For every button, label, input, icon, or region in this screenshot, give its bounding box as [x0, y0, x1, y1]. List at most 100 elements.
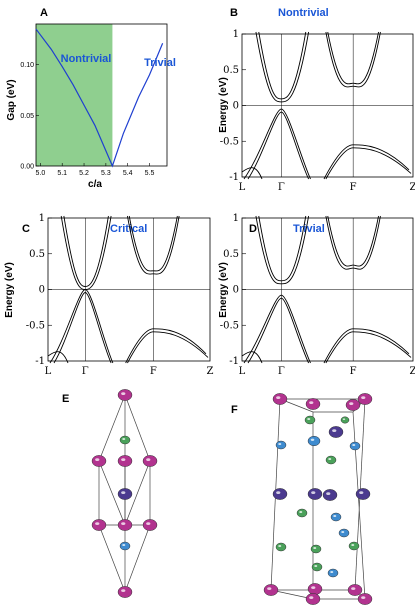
panel-a-ylabel: Gap (eV) [6, 79, 17, 120]
atom-highlight [276, 396, 281, 399]
atom-highlight [313, 547, 317, 549]
atom [307, 435, 321, 447]
y-tick-label: 0.10 [20, 62, 34, 69]
atom-highlight [121, 458, 126, 461]
bond [98, 460, 126, 526]
atom [142, 519, 158, 531]
x-tick-label: 5.2 [79, 170, 89, 177]
bond [98, 394, 126, 462]
atom-highlight [95, 522, 100, 525]
y-tick-label: -0.5 [220, 320, 239, 331]
x-tick-label: 5.3 [101, 170, 111, 177]
atom [345, 399, 361, 411]
atom [307, 583, 323, 595]
panel-f-label: F [231, 404, 238, 416]
atom-highlight [276, 491, 281, 494]
atom [117, 455, 133, 467]
atom [349, 441, 361, 451]
atom-highlight [351, 544, 355, 546]
x-tick-label: 5.0 [35, 170, 45, 177]
atom-highlight [361, 596, 366, 599]
atom [347, 584, 363, 596]
atom-highlight [121, 392, 126, 395]
y-tick-label: -0.5 [26, 320, 45, 331]
atom-highlight [122, 544, 126, 546]
atom [119, 541, 131, 551]
band-curve [53, 292, 112, 364]
atom-highlight [122, 438, 126, 440]
atom-highlight [278, 443, 282, 445]
atom-highlight [121, 589, 126, 592]
atom [91, 519, 107, 531]
y-tick-label: 0.5 [29, 249, 45, 260]
atom [304, 415, 316, 425]
atom-highlight [309, 401, 314, 404]
band-curve [247, 297, 310, 364]
band-curve [325, 331, 412, 364]
panel-c: C Critical Energy (eV) 1 0.5 0 -0.5 -1L Γ F Z [4, 213, 214, 377]
atom-highlight [314, 565, 318, 567]
band-curve [60, 215, 112, 290]
atom-highlight [309, 596, 314, 599]
band-curve [323, 328, 410, 364]
band-curve [323, 144, 410, 180]
band-curve [325, 31, 381, 88]
atom [330, 512, 342, 522]
atom [117, 389, 133, 401]
atom-highlight [349, 402, 354, 405]
atom [117, 488, 133, 500]
y-tick-label: 0 [233, 285, 239, 296]
band-curve [255, 215, 310, 285]
bond [124, 460, 151, 526]
y-tick-label: -0.5 [220, 136, 239, 147]
x-tick-label: 5.4 [123, 170, 133, 177]
panel-f: F [231, 393, 373, 605]
kpoint-label: Z [410, 182, 415, 193]
band-curve [255, 31, 310, 103]
atom-highlight [311, 586, 316, 589]
band-curve [241, 167, 263, 180]
atom [348, 541, 360, 551]
band-curve [327, 31, 379, 85]
atom [275, 542, 287, 552]
atom-highlight [299, 511, 303, 513]
atom [142, 455, 158, 467]
atom [263, 584, 279, 596]
y-tick-label: 0.00 [20, 164, 34, 171]
band-curve [47, 351, 69, 364]
kpoint-label: L [239, 366, 246, 377]
panel-b-label: B [230, 7, 238, 19]
atom-highlight [351, 587, 356, 590]
band-curve [243, 294, 311, 364]
kpoint-label: L [239, 182, 246, 193]
y-tick-label: -1 [229, 356, 239, 367]
atom [355, 488, 371, 500]
atom-highlight [278, 545, 282, 547]
atom-highlight [342, 418, 346, 421]
atom [322, 489, 338, 501]
kpoint-label: F [350, 366, 357, 377]
atom [296, 508, 308, 518]
atom [357, 593, 373, 605]
atom [311, 562, 323, 572]
atom-highlight [341, 531, 345, 533]
band-curve [241, 351, 263, 364]
panel-b-ylabel: Energy (eV) [218, 77, 229, 133]
trivial-region-label: Trivial [144, 57, 176, 69]
atom-highlight [310, 438, 315, 441]
atom-highlight [361, 396, 366, 399]
panel-d: D Trivial Energy (eV) 1 0.5 0 -0.5 -1L Γ F Z [218, 213, 415, 377]
atom [357, 393, 373, 405]
bond [124, 524, 151, 593]
y-tick-label: 0.5 [223, 65, 239, 76]
atom-highlight [95, 458, 100, 461]
gap-series-line [35, 28, 164, 168]
y-tick-label: 0 [39, 285, 45, 296]
y-tick-label: -1 [229, 172, 239, 183]
panel-d-ylabel: Energy (eV) [218, 262, 229, 318]
panel-c-label: C [22, 223, 30, 235]
atom-highlight [121, 522, 126, 525]
y-tick-label: 1 [233, 213, 239, 224]
y-tick-label: 0 [233, 101, 239, 112]
atom-highlight [121, 491, 126, 494]
